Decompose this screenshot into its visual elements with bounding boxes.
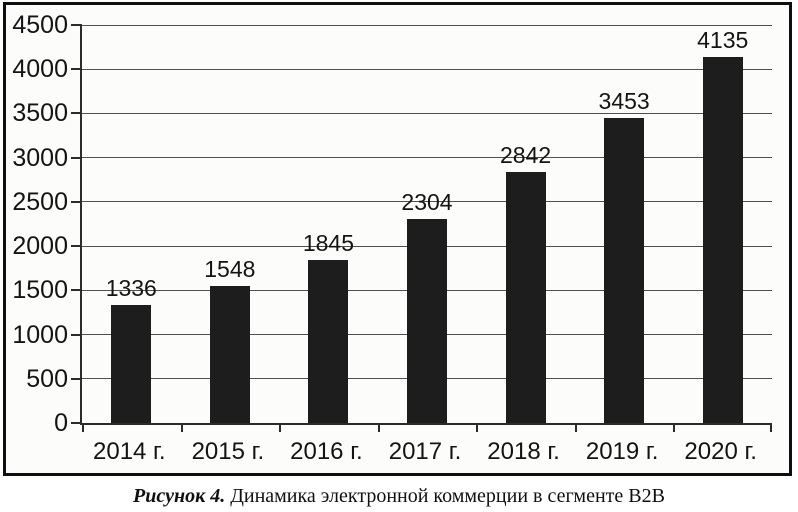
y-axis-tick-label: 3500	[12, 99, 68, 128]
bar	[308, 259, 349, 423]
y-tick	[71, 24, 82, 26]
chart-frame: 0 500 1000 1500 2000 2500 3000 3500 4000 4500 133…	[3, 2, 792, 476]
x-axis-tick-label: 2016 г.	[290, 438, 363, 465]
caption-text: Динамика электронной коммерции в сегмент…	[230, 485, 665, 507]
bar	[604, 117, 645, 423]
y-axis-tick-label: 500	[26, 364, 68, 393]
y-axis-tick-label: 3000	[12, 143, 68, 172]
x-axis-tick-label: 2020 г.	[684, 438, 757, 465]
y-axis-tick-label: 4000	[12, 55, 68, 84]
x-axis-tick-label: 2014 г.	[93, 438, 166, 465]
bar-value-label: 1845	[302, 229, 354, 256]
y-tick	[71, 200, 82, 203]
y-axis-tick-label: 2500	[12, 187, 68, 216]
x-axis-labels: 2014 г. 2015 г. 2016 г. 2017 г. 2018 г. 2019 …	[80, 437, 770, 469]
y-axis-tick-label: 4500	[12, 11, 68, 39]
bar-value-label: 2842	[499, 141, 552, 168]
x-axis-tick-label: 2019 г.	[585, 438, 659, 465]
gridline	[82, 24, 772, 26]
y-tick	[71, 112, 82, 115]
caption-label: Рисунок 4.	[133, 485, 226, 507]
y-axis-tick-label: 0	[54, 409, 68, 437]
x-tick	[180, 423, 183, 432]
x-tick	[673, 423, 676, 432]
y-tick	[71, 245, 82, 248]
y-tick	[71, 68, 82, 71]
x-axis-tick-label: 2018 г.	[487, 438, 560, 465]
y-tick	[71, 333, 82, 336]
y-axis-tick-label: 2000	[12, 232, 68, 261]
bar	[702, 57, 743, 423]
gridline	[82, 68, 772, 70]
x-tick	[476, 423, 479, 432]
y-tick	[71, 422, 82, 424]
y-axis-tick-label: 1000	[12, 320, 68, 349]
x-tick	[574, 423, 577, 432]
y-tick	[71, 289, 82, 292]
x-axis-tick-label: 2017 г.	[388, 438, 462, 465]
x-axis-tick-label: 2015 г.	[191, 438, 265, 465]
x-tick	[279, 423, 282, 432]
bar	[505, 171, 546, 423]
gridline	[82, 157, 772, 159]
bar-value-label: 4135	[697, 27, 749, 54]
y-axis-labels: 0 500 1000 1500 2000 2500 3000 3500 4000 4500	[6, 12, 72, 436]
x-tick	[377, 423, 380, 432]
bar	[209, 286, 250, 423]
x-tick	[770, 423, 772, 432]
bar	[407, 219, 447, 423]
bar-value-label: 2304	[401, 189, 453, 216]
y-tick	[71, 156, 82, 159]
x-tick	[82, 423, 84, 432]
gridline	[82, 201, 772, 203]
gridline	[82, 112, 772, 114]
figure-caption: Рисунок 4. Динамика электронной коммерции…	[0, 483, 798, 509]
bar	[111, 304, 152, 423]
bar-value-label: 3453	[598, 87, 650, 114]
plot-area: 1336 1548 1845 2304 2842 3453 4135	[71, 24, 772, 432]
bar-value-label: 1548	[204, 256, 256, 283]
bar-value-label: 1336	[105, 274, 157, 301]
y-axis-tick-label: 1500	[12, 276, 68, 305]
y-tick	[71, 377, 82, 380]
